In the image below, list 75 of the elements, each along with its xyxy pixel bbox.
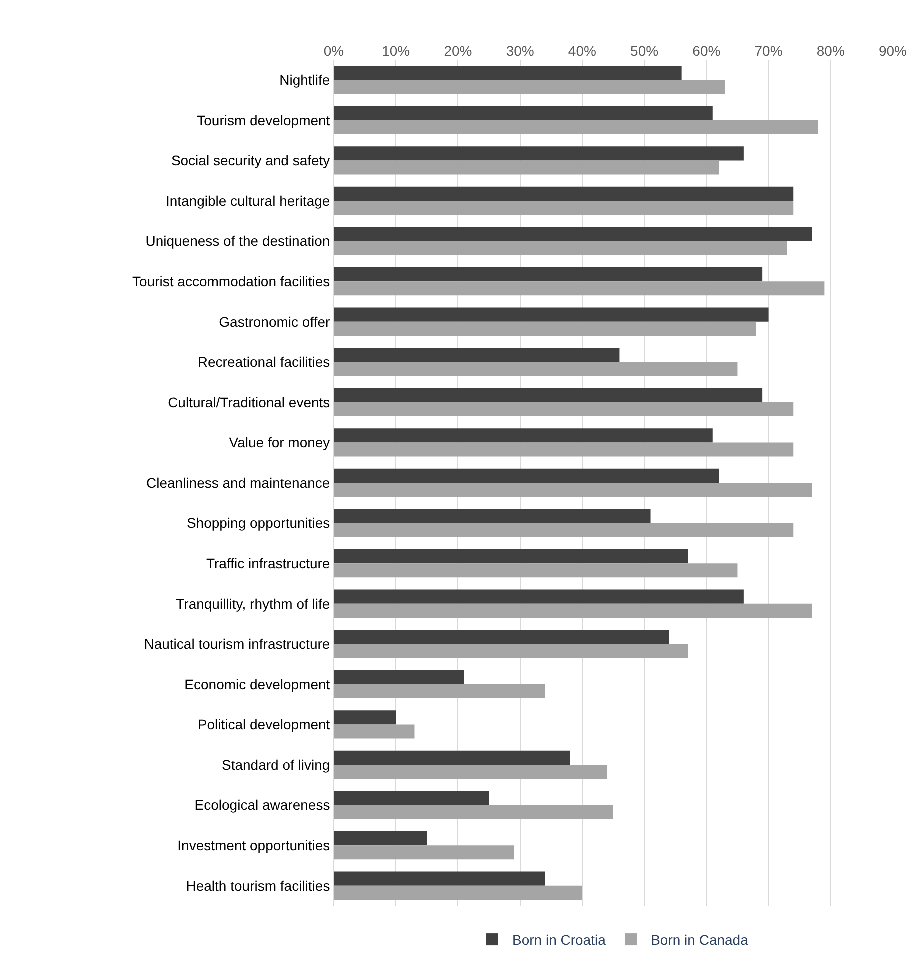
bar (334, 805, 614, 820)
y-tick-label: Intangible cultural heritage (166, 192, 330, 209)
y-tick-label: Social security and safety (171, 152, 330, 169)
x-tick-label: 30% (506, 43, 534, 60)
bar (334, 282, 825, 296)
bar (334, 750, 570, 765)
y-tick-label: Tranquillity, rhythm of life (176, 596, 330, 612)
bar (334, 509, 651, 524)
bar (334, 831, 428, 846)
x-tick-label: 50% (630, 43, 659, 60)
y-tick-label: Standard of living (222, 756, 330, 773)
bar (334, 322, 756, 336)
x-tick-label: 60% (692, 43, 721, 60)
y-tick-label: Nightlife (280, 72, 330, 88)
x-tick-label: 90% (878, 43, 908, 60)
bar (334, 120, 818, 135)
bar (334, 402, 794, 417)
y-tick-label: Value for money (229, 434, 330, 451)
bar (334, 724, 415, 739)
bar (334, 846, 514, 860)
x-tick-label: 80% (816, 43, 845, 60)
x-tick-label: 70% (754, 43, 783, 60)
y-tick-label: Traffic infrastructure (206, 555, 330, 572)
bar (334, 428, 713, 443)
bar (334, 227, 812, 242)
bar (334, 201, 794, 216)
y-tick-label: Recreational facilities (198, 354, 330, 370)
x-tick-label: 10% (382, 43, 410, 60)
bar (334, 106, 713, 120)
bar (334, 146, 744, 161)
bar (334, 670, 464, 684)
y-tick-label: Health tourism facilities (186, 878, 330, 894)
bar (334, 348, 620, 362)
y-tick-label: Cleanliness and maintenance (146, 474, 330, 491)
bar (334, 388, 763, 402)
y-tick-label: Nautical tourism infrastructure (144, 636, 330, 652)
x-tick-label: 20% (444, 43, 472, 60)
bar (334, 468, 720, 483)
bar (334, 765, 608, 780)
y-tick-label: Political development (198, 716, 330, 733)
x-tick-label: 40% (568, 43, 596, 60)
legend-label: Born in Croatia (512, 932, 606, 948)
bar (334, 80, 726, 94)
y-tick-label: Uniqueness of the destination (146, 233, 330, 250)
bar (334, 684, 546, 699)
bar (334, 886, 582, 900)
y-tick-label: Shopping opportunities (186, 515, 330, 532)
bar (334, 66, 682, 80)
bar (334, 186, 794, 201)
bar (334, 644, 688, 658)
y-tick-label: Economic development (184, 676, 330, 692)
bar (334, 523, 794, 538)
y-tick-label: Investment opportunities (178, 837, 330, 854)
bar (334, 267, 763, 282)
legend-label: Born in Canada (651, 932, 749, 948)
bar (334, 549, 688, 564)
bar (334, 630, 670, 644)
bar (334, 564, 738, 578)
bar (334, 872, 546, 886)
bar (334, 362, 738, 376)
y-tick-label: Tourism development (197, 112, 330, 128)
y-tick-label: Ecological awareness (194, 797, 330, 814)
bar (334, 241, 788, 256)
x-tick-label: 0% (324, 43, 344, 60)
bar (334, 604, 812, 618)
bar (334, 590, 744, 604)
bar (334, 483, 812, 498)
y-tick-label: Cultural/Traditional events (168, 394, 330, 410)
bar (334, 791, 490, 806)
bar (334, 442, 794, 457)
bar (334, 160, 720, 175)
y-tick-label: Gastronomic offer (219, 314, 331, 330)
bar (334, 308, 769, 322)
bar (334, 710, 396, 725)
y-tick-label: Tourist accommodation facilities (132, 273, 330, 290)
